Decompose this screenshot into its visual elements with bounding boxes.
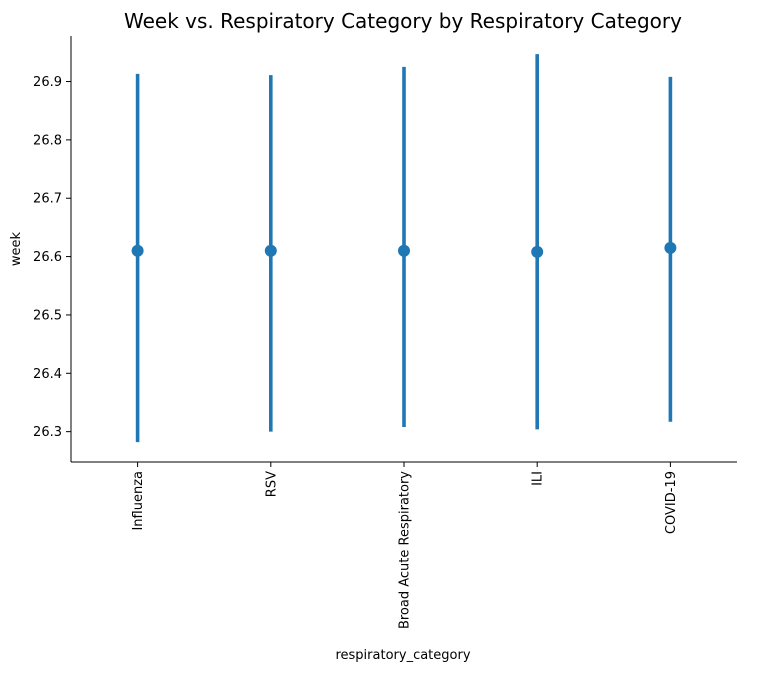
y-tick-label: 26.9	[33, 75, 62, 90]
chart-title: Week vs. Respiratory Category by Respira…	[124, 9, 682, 33]
y-tick-label: 26.7	[33, 192, 62, 207]
y-axis-label: week	[9, 231, 24, 266]
x-axis-label: respiratory_category	[335, 648, 470, 663]
data-point	[664, 241, 677, 254]
series-week	[131, 54, 677, 443]
data-point	[398, 244, 410, 257]
x-tick-label: RSV	[264, 471, 279, 497]
y-ticks: 26.3 26.4 26.5 26.6 26.7 26.8 26.9	[33, 75, 71, 440]
data-point	[131, 244, 144, 257]
x-tick-label: Broad Acute Respiratory	[398, 471, 413, 629]
data-point	[531, 245, 544, 258]
x-tick-label: ILI	[531, 471, 546, 486]
y-tick-label: 26.6	[33, 250, 62, 265]
y-tick-label: 26.5	[33, 308, 62, 323]
y-tick-label: 26.3	[33, 425, 62, 440]
x-ticks: Influenza RSV Broad Acute Respiratory ILI CO…	[131, 462, 679, 629]
y-tick-label: 26.8	[33, 133, 62, 148]
data-point	[264, 244, 277, 257]
x-tick-label: Influenza	[131, 471, 146, 531]
y-tick-label: 26.4	[33, 367, 62, 382]
x-tick-label: COVID-19	[664, 471, 679, 534]
